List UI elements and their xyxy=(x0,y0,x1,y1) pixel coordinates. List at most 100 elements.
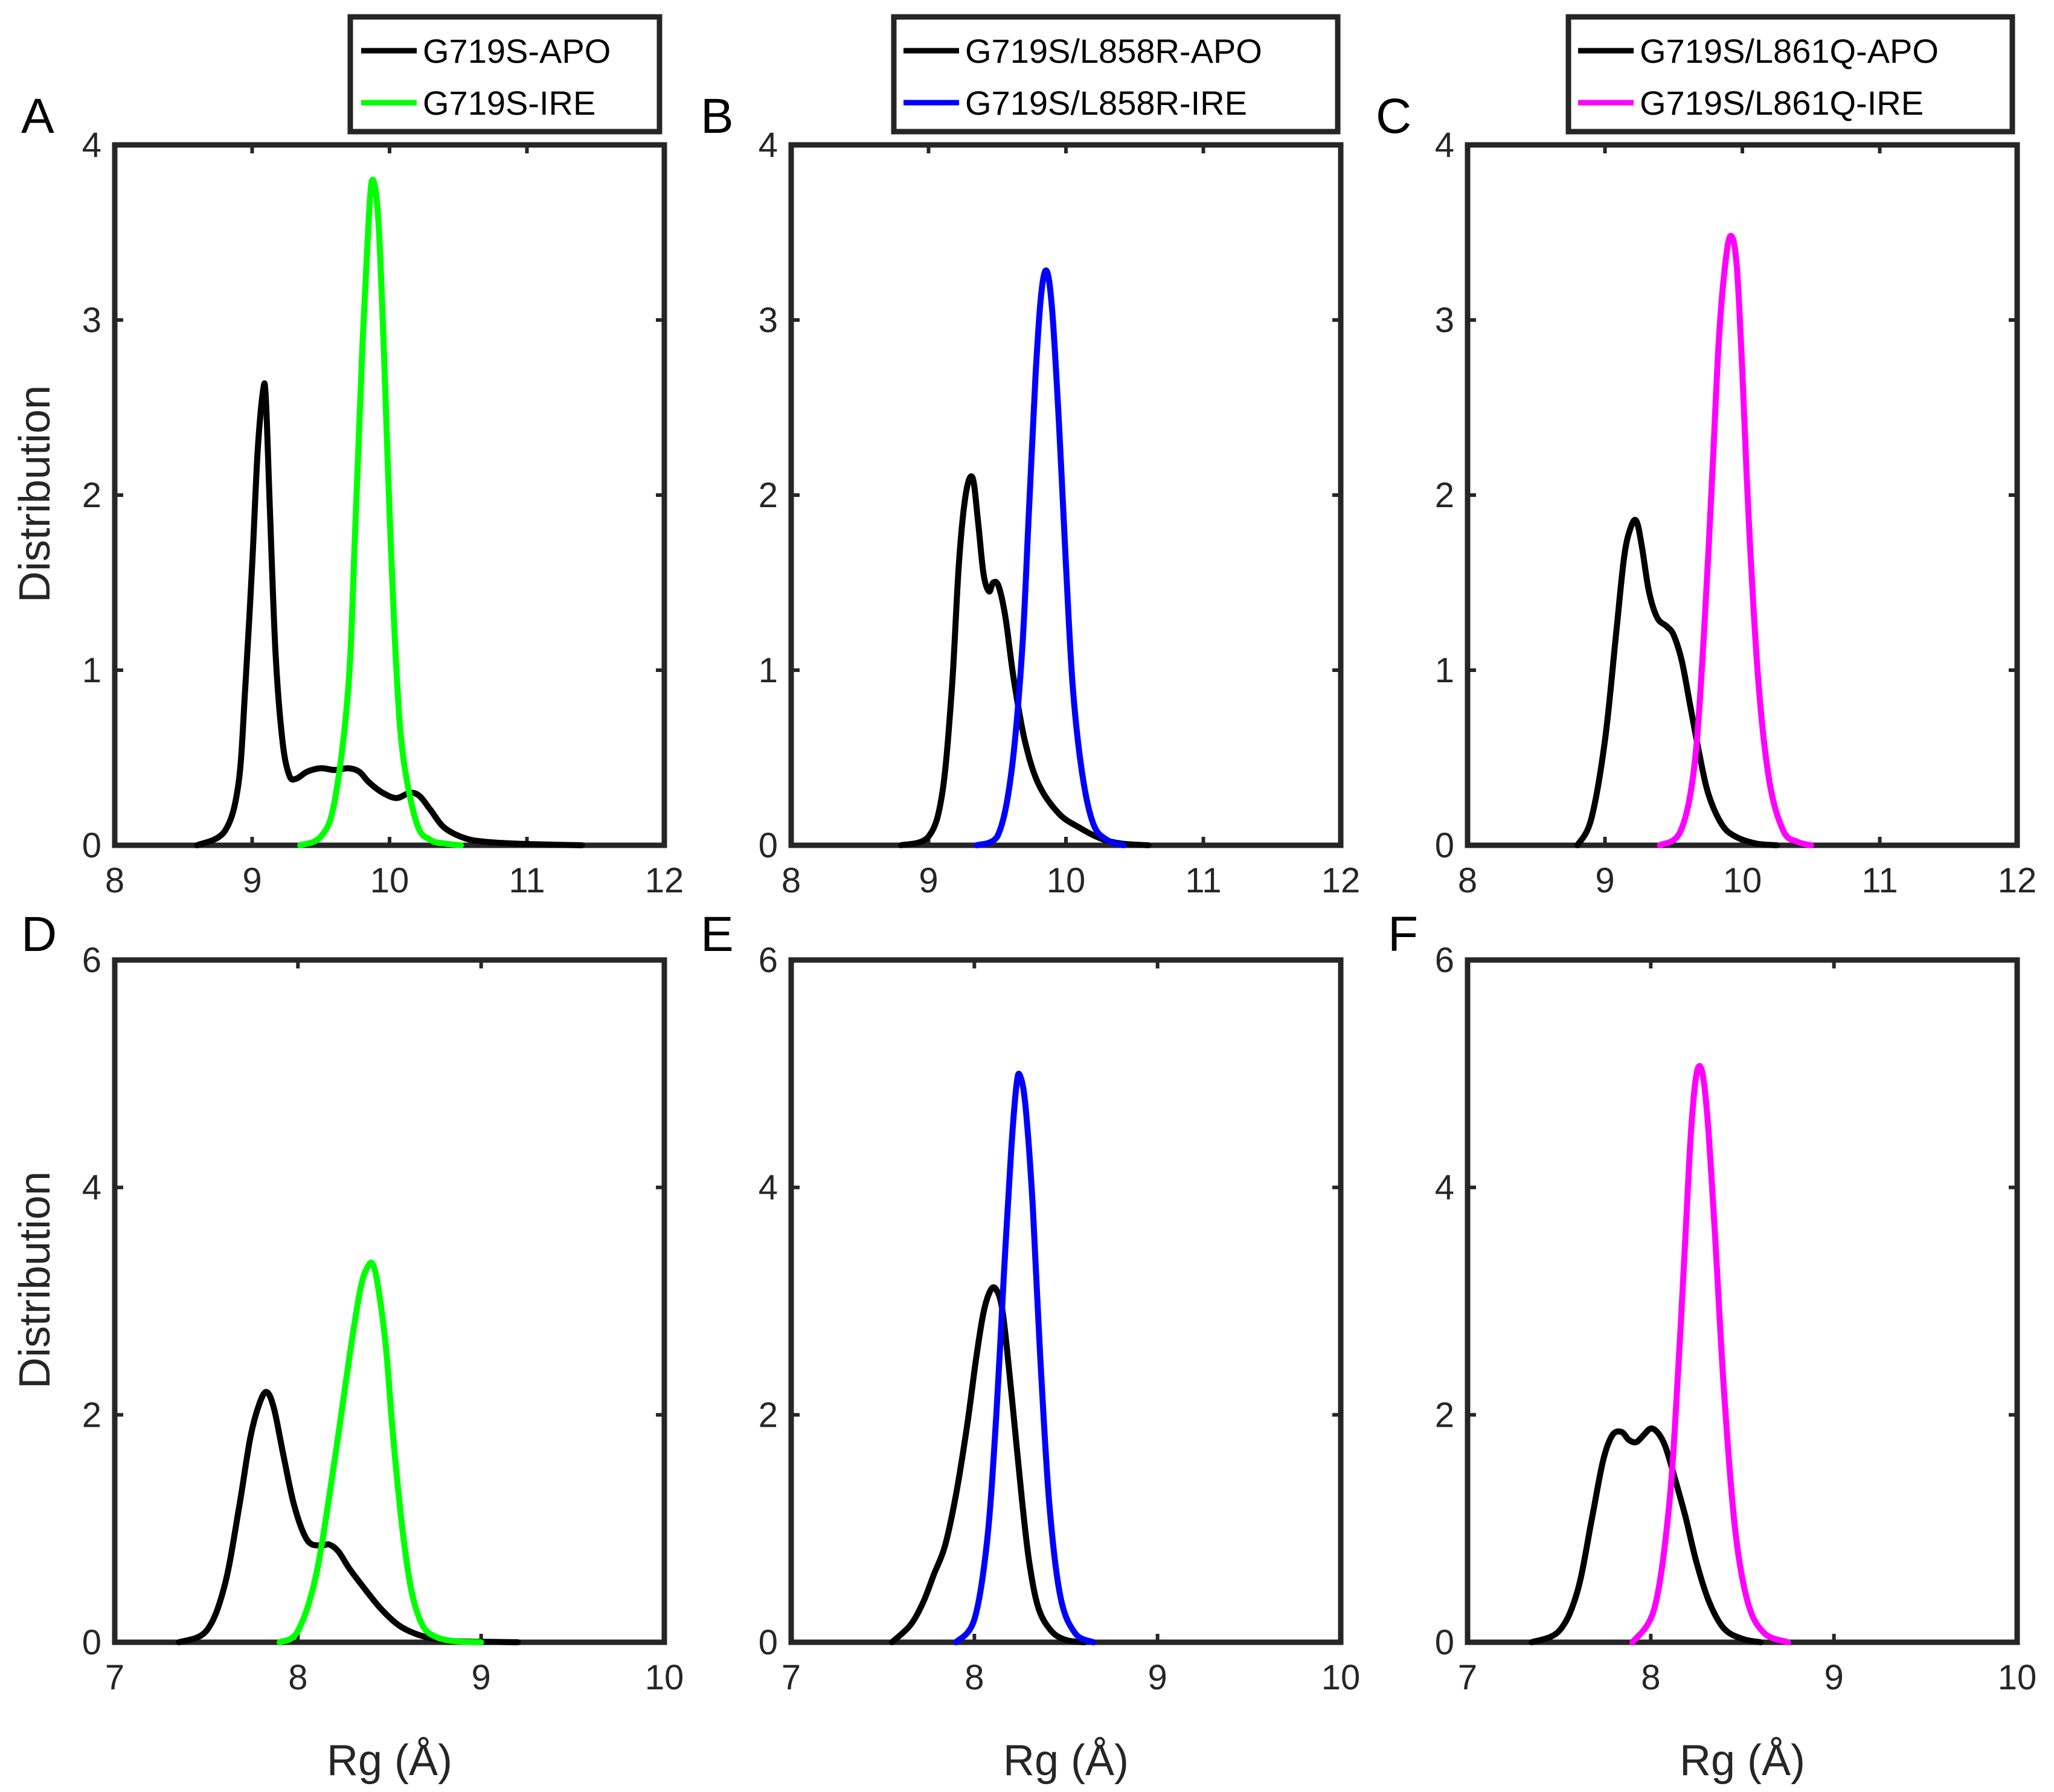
panel-d-x-tick-label: 10 xyxy=(645,1658,684,1697)
panel-a-legend-label-apo: G719S-APO xyxy=(423,32,611,70)
panel-c-x-tick-label: 8 xyxy=(1458,861,1477,900)
panel-e-x-tick-label: 8 xyxy=(964,1658,984,1697)
panel-b-x-tick-label: 11 xyxy=(1185,861,1221,900)
panel-c-y-tick-label: 2 xyxy=(1435,476,1454,515)
panel-a-y-tick-label: 2 xyxy=(82,476,101,515)
panel-f-y-tick-label: 0 xyxy=(1435,1623,1454,1662)
panel-d-x-tick-label: 7 xyxy=(105,1658,124,1697)
panel-e-y-tick-label: 2 xyxy=(759,1395,778,1435)
panel-a-series-ire-line xyxy=(297,176,464,848)
panel-e-series-ire-line xyxy=(953,1070,1097,1645)
panel-d-y-axis-title: Distribution xyxy=(11,1171,59,1389)
panel-a-letter: A xyxy=(21,89,54,144)
panel-c-legend-label-apo: G719S/L861Q-APO xyxy=(1640,32,1939,70)
panel-d-letter: D xyxy=(21,907,57,962)
panel-b-legend: G719S/L858R-APO G719S/L858R-IRE xyxy=(891,14,1341,135)
panel-f-series-apo-line xyxy=(1529,1425,1764,1645)
panel-e-y-tick-label: 4 xyxy=(759,1168,778,1208)
panel-d-y-tick-label: 4 xyxy=(82,1168,101,1208)
panel-b-x-tick-label: 12 xyxy=(1321,861,1361,900)
panel-b-x-tick-label: 10 xyxy=(1047,861,1086,900)
panel-f-x-tick-label: 8 xyxy=(1641,1658,1660,1697)
panel-d-x-tick-label: 9 xyxy=(472,1658,491,1697)
panel-d-x-axis-title: Rg (Å) xyxy=(327,1736,452,1785)
panel-a-legend-box xyxy=(347,14,663,135)
panel-a-legend: G719S-APO G719S-IRE xyxy=(347,14,663,135)
panel-e-series-apo-line xyxy=(888,1284,1088,1645)
panel-f: F Rg (Å) 7 8 9 10 0 2 4 6 xyxy=(1388,907,2036,1785)
panel-b-x-tick-label: 8 xyxy=(781,861,801,900)
panel-e-letter: E xyxy=(701,907,734,962)
panel-a-y-tick-label: 4 xyxy=(82,126,101,165)
panel-f-x-tick-label: 10 xyxy=(1998,1658,2037,1697)
panel-c-x-tick-label: 10 xyxy=(1723,861,1762,900)
panel-c-x-tick-label: 9 xyxy=(1595,861,1614,900)
panel-b-plot-area xyxy=(788,142,1344,848)
panel-d: D Distribution Rg (Å) 7 8 9 10 0 2 4 6 xyxy=(11,907,684,1785)
panel-b-legend-label-apo: G719S/L858R-APO xyxy=(965,32,1262,70)
panel-c-plot-area xyxy=(1465,142,2020,848)
panel-a-x-tick-label: 12 xyxy=(645,861,684,900)
panel-f-plot-area xyxy=(1465,957,2020,1645)
panel-e-y-tick-label: 6 xyxy=(759,941,778,980)
panel-b-series-apo-line xyxy=(898,473,1152,848)
panel-c-series-ire-line xyxy=(1657,232,1814,848)
panel-a-y-tick-label: 3 xyxy=(82,301,101,340)
panel-f-y-tick-label: 6 xyxy=(1435,941,1454,980)
panel-c-letter: C xyxy=(1376,89,1411,144)
panel-e-y-tick-label: 0 xyxy=(759,1623,778,1662)
panel-f-series-ire-line xyxy=(1629,1063,1791,1645)
panel-a-y-tick-label: 1 xyxy=(82,651,101,690)
panel-f-x-tick-label: 9 xyxy=(1825,1658,1844,1697)
panel-b-x-tick-label: 9 xyxy=(919,861,938,900)
panel-c-y-tick-label: 3 xyxy=(1435,301,1454,340)
panel-a-x-tick-label: 11 xyxy=(509,861,545,900)
panel-c-legend-label-ire: G719S/L861Q-IRE xyxy=(1640,84,1924,122)
panel-c-legend-box xyxy=(1565,14,2015,135)
panel-d-y-tick-label: 6 xyxy=(82,941,101,980)
panel-b-y-tick-label: 1 xyxy=(759,651,778,690)
panel-b-series-ire-line xyxy=(974,267,1127,848)
panel-f-x-axis-title: Rg (Å) xyxy=(1680,1736,1805,1785)
panel-d-x-tick-label: 8 xyxy=(288,1658,307,1697)
panel-e-plot-area xyxy=(788,957,1344,1645)
panel-e-x-axis-title: Rg (Å) xyxy=(1003,1736,1129,1785)
panel-f-x-tick-label: 7 xyxy=(1458,1658,1477,1697)
panel-c-series-apo-line xyxy=(1574,517,1780,848)
panel-c-legend: G719S/L861Q-APO G719S/L861Q-IRE xyxy=(1565,14,2015,135)
panel-b-y-tick-label: 4 xyxy=(759,126,778,165)
panel-c-y-tick-label: 1 xyxy=(1435,651,1454,690)
panel-a-y-axis-title: Distribution xyxy=(11,385,59,603)
panel-d-series-ire-line xyxy=(277,1259,484,1645)
panel-a-x-tick-label: 9 xyxy=(242,861,262,900)
panel-c-x-tick-label: 12 xyxy=(1998,861,2037,900)
panel-b-legend-box xyxy=(891,14,1341,135)
panel-d-plot-area xyxy=(112,957,667,1645)
panel-f-letter: F xyxy=(1388,907,1418,962)
panel-c-y-tick-label: 0 xyxy=(1435,826,1454,865)
panel-a-y-tick-label: 0 xyxy=(82,826,101,865)
panel-c-y-tick-label: 4 xyxy=(1435,126,1454,165)
panel-f-y-tick-label: 2 xyxy=(1435,1395,1454,1435)
panel-b-legend-label-ire: G719S/L858R-IRE xyxy=(965,84,1247,122)
panel-d-series-apo-line xyxy=(176,1389,521,1645)
panel-b-y-tick-label: 3 xyxy=(759,301,778,340)
panel-a-x-tick-label: 8 xyxy=(105,861,124,900)
panel-d-y-tick-label: 2 xyxy=(82,1395,101,1435)
panel-e-x-tick-label: 9 xyxy=(1148,1658,1167,1697)
panel-d-y-tick-label: 0 xyxy=(82,1623,101,1662)
panel-f-y-tick-label: 4 xyxy=(1435,1168,1454,1208)
panel-b-y-tick-label: 2 xyxy=(759,476,778,515)
panel-e: E Rg (Å) 7 8 9 10 0 2 4 6 xyxy=(701,907,1360,1785)
panel-b-y-tick-label: 0 xyxy=(759,826,778,865)
panel-b-letter: B xyxy=(701,89,734,144)
panel-c-x-tick-label: 11 xyxy=(1861,861,1898,900)
panel-a-legend-label-ire: G719S-IRE xyxy=(423,84,595,122)
panel-a-x-tick-label: 10 xyxy=(370,861,409,900)
panel-e-x-tick-label: 10 xyxy=(1321,1658,1361,1697)
panel-e-x-tick-label: 7 xyxy=(781,1658,801,1697)
